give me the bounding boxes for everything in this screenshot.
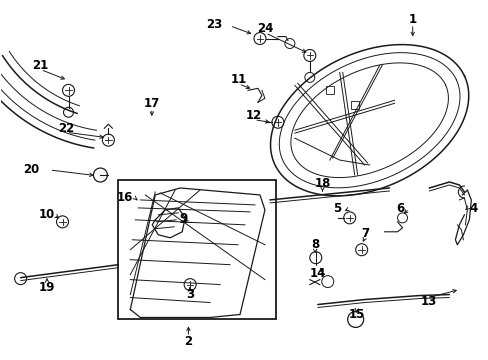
Text: 1: 1 [408,13,416,26]
Text: 16: 16 [117,191,133,204]
Text: 14: 14 [309,267,325,280]
Text: 7: 7 [361,227,369,240]
Text: 3: 3 [185,288,194,301]
Text: 17: 17 [143,98,160,111]
Bar [118,180,275,319]
Text: 6: 6 [396,202,404,215]
Text: 18: 18 [314,177,330,190]
Text: 13: 13 [420,296,436,309]
Text: 8: 8 [310,238,319,251]
Text: 15: 15 [348,308,364,321]
Text: 2: 2 [184,335,192,348]
Text: 21: 21 [33,59,49,72]
Text: 9: 9 [179,212,187,225]
Bar [350,101,358,109]
Text: 11: 11 [230,73,246,86]
Text: 24: 24 [257,22,273,35]
Text: 5: 5 [332,202,341,215]
Text: 4: 4 [468,202,477,215]
Bar [325,86,333,94]
Text: 19: 19 [39,281,55,294]
Text: 10: 10 [39,208,55,221]
Text: 23: 23 [206,18,222,31]
Text: 20: 20 [23,163,39,176]
Text: 12: 12 [245,109,262,122]
Text: 22: 22 [58,122,75,135]
